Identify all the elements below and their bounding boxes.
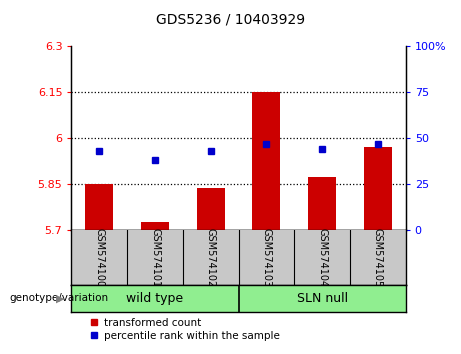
- Bar: [197, 188, 225, 230]
- Text: ▶: ▶: [56, 293, 65, 303]
- Text: SLN null: SLN null: [296, 292, 348, 305]
- Text: wild type: wild type: [126, 292, 183, 305]
- Text: GDS5236 / 10403929: GDS5236 / 10403929: [156, 12, 305, 27]
- Bar: [85, 184, 113, 230]
- Text: GSM574103: GSM574103: [261, 228, 272, 287]
- Text: GSM574102: GSM574102: [206, 228, 216, 287]
- Bar: [364, 147, 392, 230]
- Text: GSM574105: GSM574105: [373, 228, 383, 287]
- Text: GSM574101: GSM574101: [150, 228, 160, 287]
- Bar: [308, 177, 336, 230]
- Bar: [253, 92, 280, 230]
- Text: genotype/variation: genotype/variation: [9, 293, 108, 303]
- Text: GSM574104: GSM574104: [317, 228, 327, 287]
- Legend: transformed count, percentile rank within the sample: transformed count, percentile rank withi…: [86, 314, 284, 345]
- Bar: [141, 222, 169, 230]
- Text: GSM574100: GSM574100: [95, 228, 104, 287]
